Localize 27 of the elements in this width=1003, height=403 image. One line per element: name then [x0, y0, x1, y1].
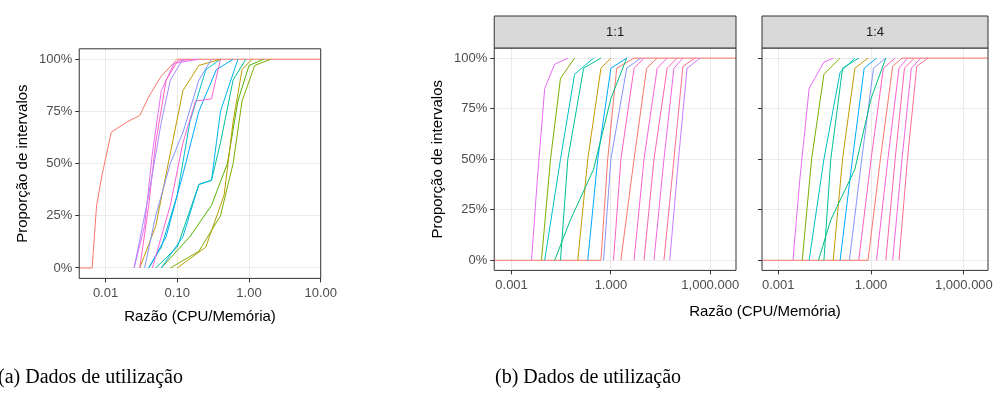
y-tick-label: 75% [461, 100, 488, 116]
y-tick-label: 50% [46, 155, 73, 171]
y-tick-label: 100% [39, 50, 73, 66]
x-axis-title: Razão (CPU/Memória) [688, 302, 842, 319]
x-tick-label: 1.000 [594, 276, 628, 292]
y-axis-title: Proporção de intervalos [13, 84, 31, 243]
text: (b) Dados de utilização [495, 365, 682, 388]
x-tick-label: 0.001 [495, 276, 528, 292]
chart-title: 1:1 [606, 23, 625, 39]
y-axis-title: Proporção de intervalos [428, 79, 446, 239]
x-tick-label: 1,000.000 [681, 276, 740, 292]
y-tick-label: 75% [46, 103, 73, 118]
x-tick-label: 0.01 [92, 284, 119, 300]
y-tick-label: 100% [454, 49, 488, 65]
y-tick-label: 25% [46, 207, 73, 223]
x-tick-label: 0.001 [761, 276, 795, 292]
y-tick-label: 0% [468, 251, 488, 267]
y-tick-label: 0% [53, 259, 73, 275]
x-tick-label: 1,000.000 [934, 276, 993, 292]
x-tick-label: 10.00 [304, 284, 338, 300]
x-tick-label: 0.10 [164, 284, 190, 300]
y-tick-label: 25% [461, 201, 488, 217]
chart-title: 1:4 [865, 23, 885, 39]
x-tick-label: 1.000 [854, 276, 888, 292]
y-tick-label: 50% [461, 150, 488, 166]
x-axis-title: Razão (CPU/Memória) [124, 307, 276, 325]
x-tick-label: 1.00 [236, 284, 262, 300]
